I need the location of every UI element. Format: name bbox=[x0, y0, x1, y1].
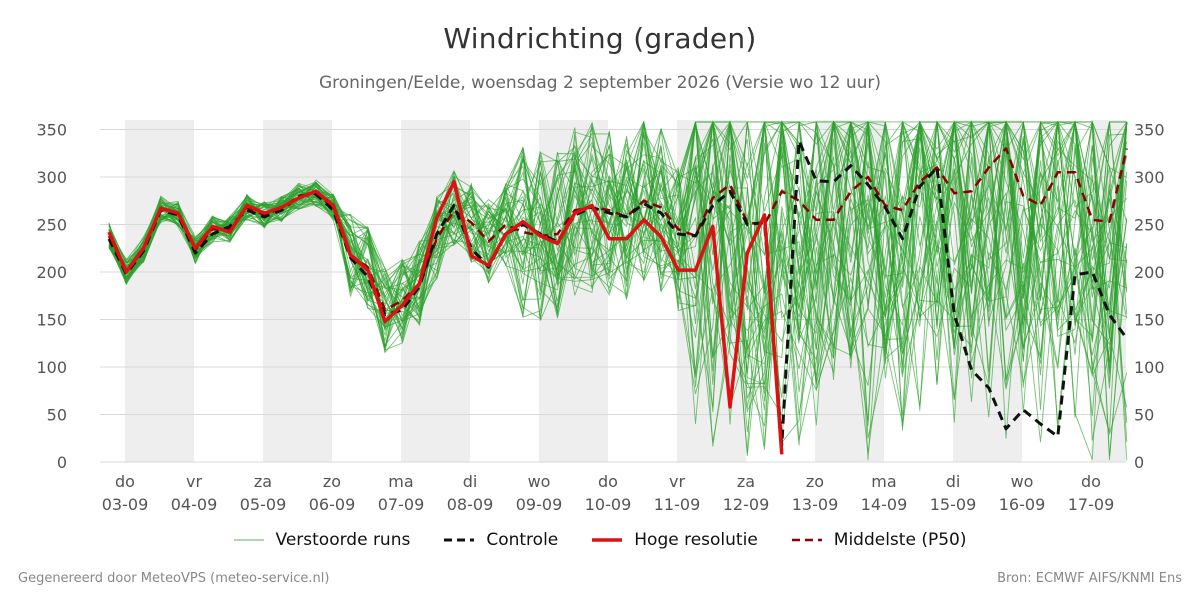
legend-item-members: Verstoorde runs bbox=[233, 530, 411, 550]
x-tick-date: 12-09 bbox=[723, 495, 770, 514]
x-tick-day: di bbox=[946, 472, 961, 491]
shade-band bbox=[263, 120, 332, 462]
y-tick-label-right: 300 bbox=[1134, 168, 1165, 187]
y-tick-label-left: 200 bbox=[36, 263, 67, 282]
y-tick-label-left: 50 bbox=[47, 406, 67, 425]
legend-item-control: Controle bbox=[444, 530, 558, 550]
footer-source: Bron: ECMWF AIFS/KNMI Ens bbox=[997, 571, 1182, 586]
y-tick-label-right: 350 bbox=[1134, 121, 1165, 140]
legend-swatch-control bbox=[444, 538, 475, 542]
shade-band bbox=[125, 120, 194, 462]
x-tick-day: za bbox=[737, 472, 755, 491]
legend-swatch-median bbox=[791, 538, 822, 542]
x-tick-date: 09-09 bbox=[516, 495, 563, 514]
x-tick-day: do bbox=[1081, 472, 1101, 491]
x-axis: do 03-09 vr 04-09 za 05-09 zo 06-09 ma 07-09 di 08-… bbox=[102, 472, 1115, 514]
legend-swatch-members bbox=[233, 539, 264, 541]
y-axis-left: 0 50 100 150 200 250 300 350 bbox=[36, 121, 67, 473]
x-tick-date: 16-09 bbox=[999, 495, 1046, 514]
x-tick-day: ma bbox=[388, 472, 413, 491]
x-tick-date: 05-09 bbox=[240, 495, 287, 514]
legend-item-median: Middelste (P50) bbox=[791, 530, 967, 550]
x-tick-day: do bbox=[115, 472, 135, 491]
legend-swatch-hires bbox=[592, 538, 623, 542]
x-tick-date: 06-09 bbox=[309, 495, 356, 514]
x-tick-date: 17-09 bbox=[1068, 495, 1115, 514]
x-tick-date: 04-09 bbox=[171, 495, 218, 514]
x-tick-day: do bbox=[598, 472, 618, 491]
x-tick-date: 03-09 bbox=[102, 495, 149, 514]
y-axis-right: 0 50 100 150 200 250 300 350 bbox=[1134, 121, 1165, 473]
legend-item-hires: Hoge resolutie bbox=[592, 530, 758, 550]
x-tick-day: wo bbox=[1011, 472, 1034, 491]
x-tick-date: 11-09 bbox=[654, 495, 701, 514]
x-tick-day: wo bbox=[528, 472, 551, 491]
chart-subtitle: Groningen/Eelde, woensdag 2 september 20… bbox=[318, 73, 882, 93]
x-tick-day: ma bbox=[871, 472, 896, 491]
y-tick-label-left: 0 bbox=[57, 453, 67, 472]
ensemble-member-line bbox=[108, 120, 1127, 400]
y-tick-label-left: 300 bbox=[36, 168, 67, 187]
x-tick-date: 15-09 bbox=[930, 495, 977, 514]
y-tick-label-left: 350 bbox=[36, 121, 67, 140]
control-line bbox=[107, 139, 1129, 447]
x-tick-day: di bbox=[463, 472, 478, 491]
ensemble-member-line bbox=[108, 120, 1128, 416]
y-tick-label-right: 250 bbox=[1134, 216, 1165, 235]
y-tick-label-left: 250 bbox=[36, 216, 67, 235]
x-tick-date: 07-09 bbox=[378, 495, 425, 514]
x-tick-day: vr bbox=[669, 472, 685, 491]
x-tick-date: 08-09 bbox=[447, 495, 494, 514]
y-tick-label-right: 150 bbox=[1134, 311, 1165, 330]
x-tick-date: 14-09 bbox=[861, 495, 908, 514]
x-tick-date: 13-09 bbox=[792, 495, 839, 514]
hires-line bbox=[107, 180, 784, 455]
footer-generated-by: Gegenereerd door MeteoVPS (meteo-service… bbox=[18, 571, 330, 586]
x-tick-day: zo bbox=[806, 472, 824, 491]
main-series-lines bbox=[107, 139, 1129, 455]
x-tick-day: zo bbox=[323, 472, 341, 491]
y-tick-label-right: 0 bbox=[1134, 453, 1144, 472]
legend-label-median: Middelste (P50) bbox=[833, 530, 967, 550]
legend-label-hires: Hoge resolutie bbox=[634, 530, 758, 550]
legend-label-members: Verstoorde runs bbox=[275, 530, 411, 550]
ensemble-member-line bbox=[108, 121, 1128, 414]
y-tick-label-left: 150 bbox=[36, 311, 67, 330]
y-tick-label-right: 100 bbox=[1134, 358, 1165, 377]
x-tick-day: za bbox=[254, 472, 272, 491]
legend-label-control: Controle bbox=[486, 530, 559, 550]
legend: Verstoorde runs Controle Hoge resolutie … bbox=[0, 530, 1200, 550]
ensemble-member-line bbox=[108, 120, 1128, 359]
x-tick-day: vr bbox=[186, 472, 202, 491]
chart-title: Windrichting (graden) bbox=[443, 22, 757, 55]
y-tick-label-left: 100 bbox=[36, 358, 67, 377]
y-tick-label-right: 200 bbox=[1134, 263, 1165, 282]
x-tick-date: 10-09 bbox=[585, 495, 632, 514]
y-tick-label-right: 50 bbox=[1134, 406, 1154, 425]
